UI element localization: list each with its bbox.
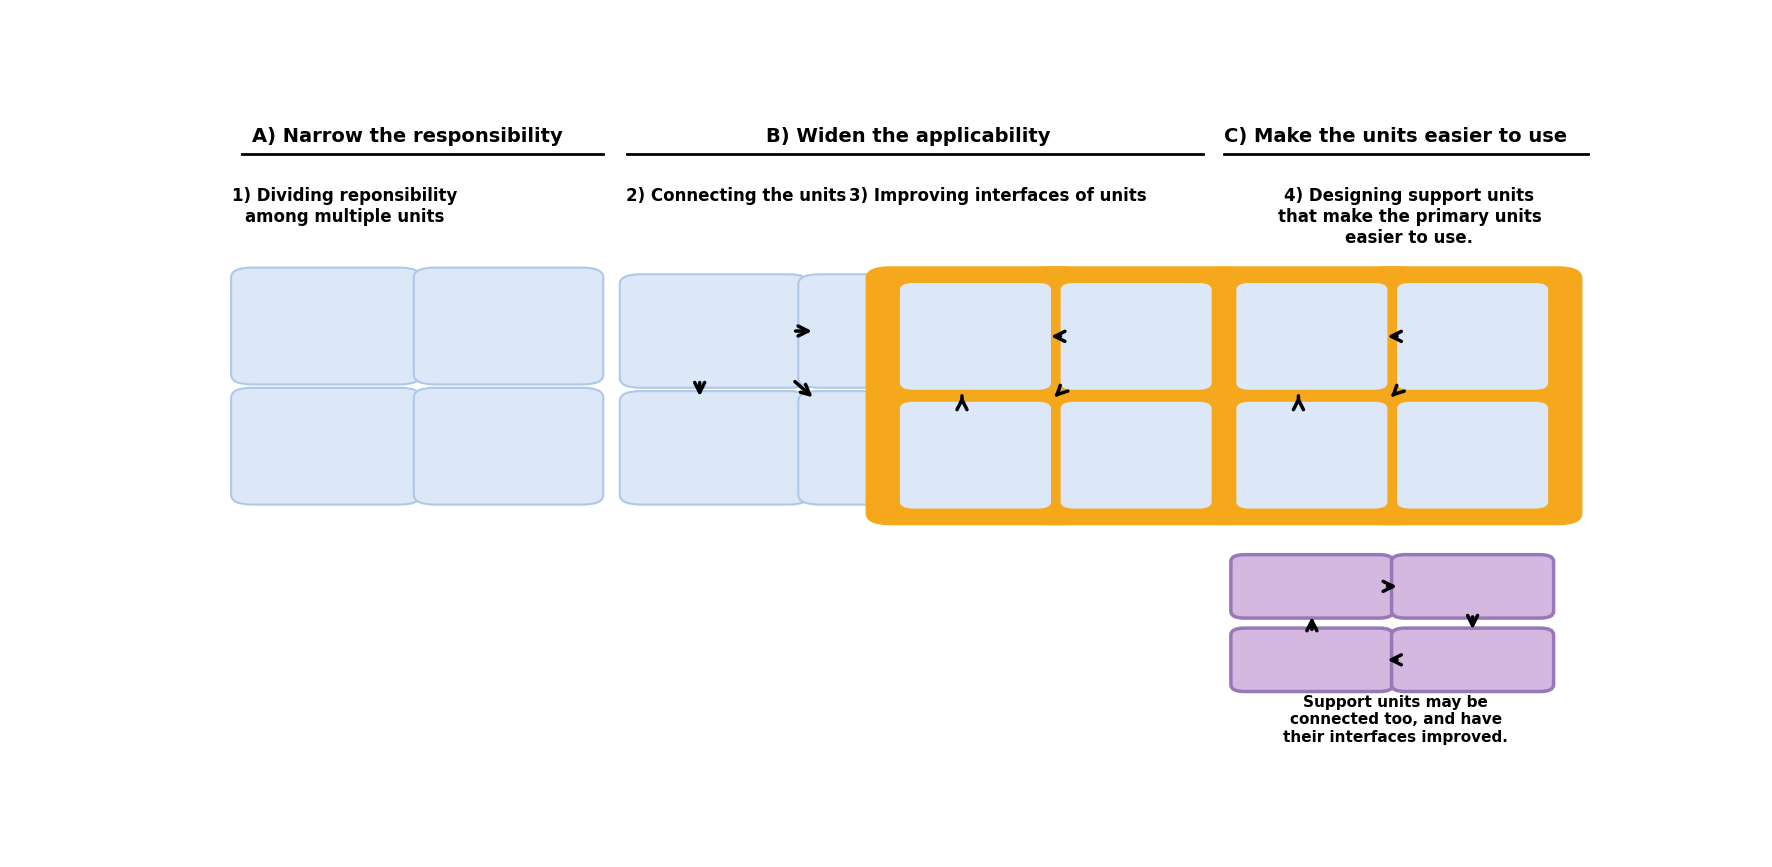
Text: Support units may be
connected too, and have
their interfaces improved.: Support units may be connected too, and … <box>1283 694 1508 745</box>
FancyBboxPatch shape <box>1232 628 1393 692</box>
FancyBboxPatch shape <box>1026 385 1246 525</box>
Text: B) Widen the applicability: B) Widen the applicability <box>766 127 1051 147</box>
FancyBboxPatch shape <box>865 266 1084 407</box>
FancyBboxPatch shape <box>1237 401 1387 509</box>
FancyBboxPatch shape <box>1061 401 1212 509</box>
FancyBboxPatch shape <box>1201 266 1421 407</box>
FancyBboxPatch shape <box>1396 401 1549 509</box>
FancyBboxPatch shape <box>1061 283 1212 390</box>
FancyBboxPatch shape <box>1396 283 1549 390</box>
FancyBboxPatch shape <box>230 268 420 384</box>
FancyBboxPatch shape <box>230 388 420 505</box>
FancyBboxPatch shape <box>1232 555 1393 618</box>
Text: A) Narrow the responsibility: A) Narrow the responsibility <box>252 127 562 147</box>
FancyBboxPatch shape <box>900 401 1051 509</box>
FancyBboxPatch shape <box>1391 555 1554 618</box>
FancyBboxPatch shape <box>1391 628 1554 692</box>
Text: C) Make the units easier to use: C) Make the units easier to use <box>1224 127 1566 147</box>
Text: 2) Connecting the units: 2) Connecting the units <box>626 187 847 205</box>
FancyBboxPatch shape <box>413 268 602 384</box>
FancyBboxPatch shape <box>1363 266 1582 407</box>
FancyBboxPatch shape <box>865 385 1084 525</box>
FancyBboxPatch shape <box>413 388 602 505</box>
FancyBboxPatch shape <box>1026 266 1246 407</box>
FancyBboxPatch shape <box>900 283 1051 390</box>
FancyBboxPatch shape <box>620 274 810 388</box>
FancyBboxPatch shape <box>1237 283 1387 390</box>
FancyBboxPatch shape <box>620 391 810 505</box>
Text: 3) Improving interfaces of units: 3) Improving interfaces of units <box>849 187 1146 205</box>
FancyBboxPatch shape <box>797 274 987 388</box>
FancyBboxPatch shape <box>797 391 987 505</box>
Text: 4) Designing support units
that make the primary units
easier to use.: 4) Designing support units that make the… <box>1278 187 1542 247</box>
FancyBboxPatch shape <box>1363 385 1582 525</box>
Text: 1) Dividing reponsibility
among multiple units: 1) Dividing reponsibility among multiple… <box>232 187 457 226</box>
FancyBboxPatch shape <box>1201 385 1421 525</box>
